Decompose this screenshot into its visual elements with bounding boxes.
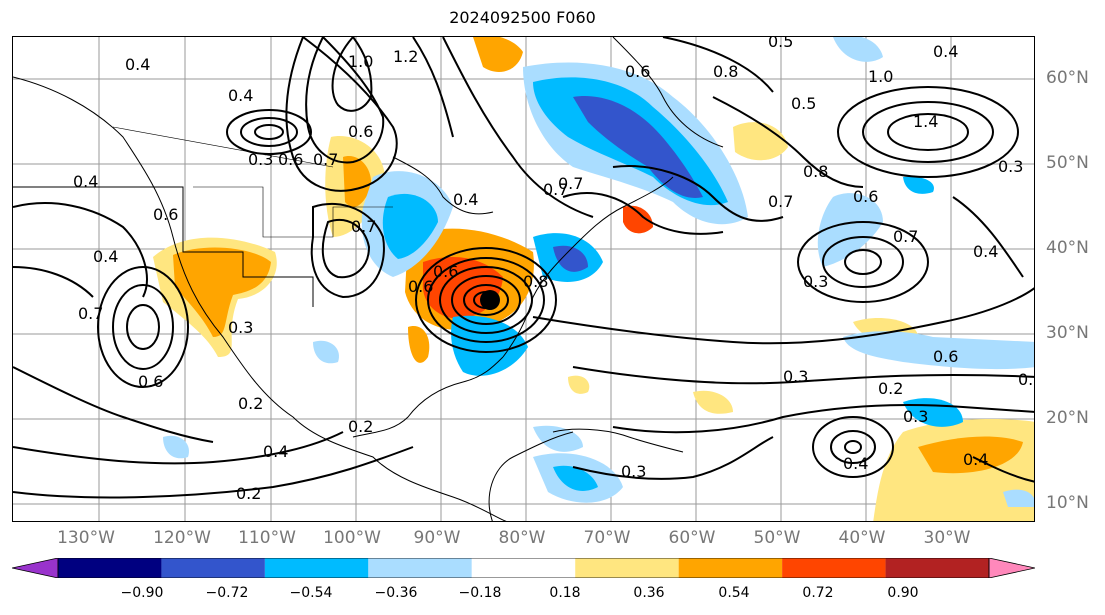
contour-label: 0.7	[78, 304, 103, 323]
colorbar-cell	[368, 558, 472, 578]
contour-label: 0.8	[523, 272, 548, 291]
contour-label: 0.3	[903, 407, 928, 426]
contour-label: 1.0	[868, 67, 893, 86]
colorbar-label: −0.18	[458, 585, 502, 601]
contour-label: 0.5	[791, 94, 816, 113]
contour-label: 0.4	[973, 242, 998, 261]
lon-label: 120°W	[153, 528, 211, 548]
colorbar-label: 0.54	[718, 585, 750, 601]
colorbar-label: −0.36	[374, 585, 418, 601]
contour-label: 0.4	[263, 442, 288, 461]
contour-lines	[13, 37, 1034, 499]
contour-label: 0.4	[228, 86, 253, 105]
contour-label: 1.4	[913, 112, 938, 131]
contour-label: 0.2	[238, 394, 263, 413]
contour-label: 0.6	[433, 262, 458, 281]
colorbar-label: −0.72	[205, 585, 249, 601]
contour-label: 0.6	[853, 187, 878, 206]
colorbar-label: 0.18	[549, 585, 581, 601]
contour-label: 1.2	[393, 47, 418, 66]
contour-label: 0.3	[621, 462, 646, 481]
map-panel: 0.4 0.4 1.0 1.2 0.6 0.6 0.7 0.4 0.7 0.3 …	[12, 36, 1035, 522]
contour-label: 0.4	[125, 55, 150, 74]
contour-label: 0.5	[768, 37, 793, 51]
map-title: 2024092500 F060	[449, 8, 596, 27]
contour-label: 0.3	[783, 367, 808, 386]
contour-label: 0.3	[248, 150, 273, 169]
colorbar-cell	[161, 558, 265, 578]
contour-label: 0.7	[893, 227, 918, 246]
colorbar	[12, 558, 1035, 578]
contour-label: 0.3	[998, 157, 1023, 176]
lon-label: 90°W	[413, 528, 461, 548]
contour-label: 0.6	[153, 205, 178, 224]
contour-label: 0.3	[228, 318, 253, 337]
colorbar-cell	[678, 558, 783, 578]
lat-label: 60°N	[1046, 68, 1089, 88]
contour-label: 0.7	[768, 192, 793, 211]
hurricane-center-marker	[480, 290, 500, 310]
contour-label: 0.6	[348, 122, 373, 141]
lat-label: 30°N	[1046, 323, 1089, 343]
contour-label: 0.7	[313, 150, 338, 169]
colorbar-cell	[471, 558, 576, 578]
lon-label: 80°W	[498, 528, 546, 548]
colorbar-cell	[885, 558, 989, 578]
colorbar-border	[57, 558, 990, 578]
contour-label: 0.3	[803, 272, 828, 291]
colorbar-label: 0.90	[887, 585, 919, 601]
contour-label: 0.7	[351, 217, 376, 236]
lon-label: 130°W	[57, 528, 115, 548]
contour-label: 0.2	[236, 484, 261, 503]
contour-label: 0.6	[408, 277, 433, 296]
lon-label: 50°W	[753, 528, 801, 548]
map-canvas: 0.4 0.4 1.0 1.2 0.6 0.6 0.7 0.4 0.7 0.3 …	[13, 37, 1035, 521]
contour-label: 0.6	[933, 347, 958, 366]
contour-label: 0.4	[453, 190, 478, 209]
contour-label: 0.2	[348, 417, 373, 436]
lat-label: 20°N	[1046, 408, 1089, 428]
contour-label-group: 0.4 0.4 1.0 1.2 0.6 0.6 0.7 0.4 0.7 0.3 …	[73, 37, 1035, 503]
colorbar-cell	[782, 558, 886, 578]
lat-label: 40°N	[1046, 238, 1089, 258]
contour-label: 0.2	[878, 379, 903, 398]
lon-label: 70°W	[583, 528, 631, 548]
lon-label: 110°W	[238, 528, 296, 548]
colorbar-label: −0.90	[120, 585, 164, 601]
contour-label: 0.8	[803, 162, 828, 181]
contour-label: 0.6	[138, 372, 163, 391]
lon-label: 40°W	[838, 528, 886, 548]
lon-label: 100°W	[323, 528, 381, 548]
colorbar-label: 0.36	[633, 585, 665, 601]
contour-label: 0.4	[843, 454, 868, 473]
colorbar-cell	[575, 558, 679, 578]
coastlines	[13, 37, 724, 521]
contour-label: 0.4	[73, 172, 98, 191]
colorbar-extend-min	[12, 558, 59, 578]
contour-label: 0.4	[933, 42, 958, 61]
contour-label: 0.7	[558, 174, 583, 193]
contour-label: 0.4	[93, 247, 118, 266]
colorbar-label: 0.72	[802, 585, 834, 601]
lon-label: 30°W	[923, 528, 971, 548]
lat-label: 50°N	[1046, 153, 1089, 173]
contour-label: 0.4	[963, 450, 988, 469]
colorbar-extend-max	[988, 558, 1035, 578]
contour-label: 0.2	[1018, 370, 1035, 389]
contour-label: 1.0	[348, 52, 373, 71]
colorbar-label: −0.54	[289, 585, 333, 601]
lat-label: 10°N	[1046, 493, 1089, 513]
colorbar-cell	[264, 558, 369, 578]
contour-label: 0.6	[278, 150, 303, 169]
lon-label: 60°W	[668, 528, 716, 548]
contour-label: 0.6	[625, 62, 650, 81]
contour-label: 0.8	[713, 62, 738, 81]
colorbar-cell	[58, 558, 162, 578]
contour-label: 0.7	[543, 180, 568, 199]
